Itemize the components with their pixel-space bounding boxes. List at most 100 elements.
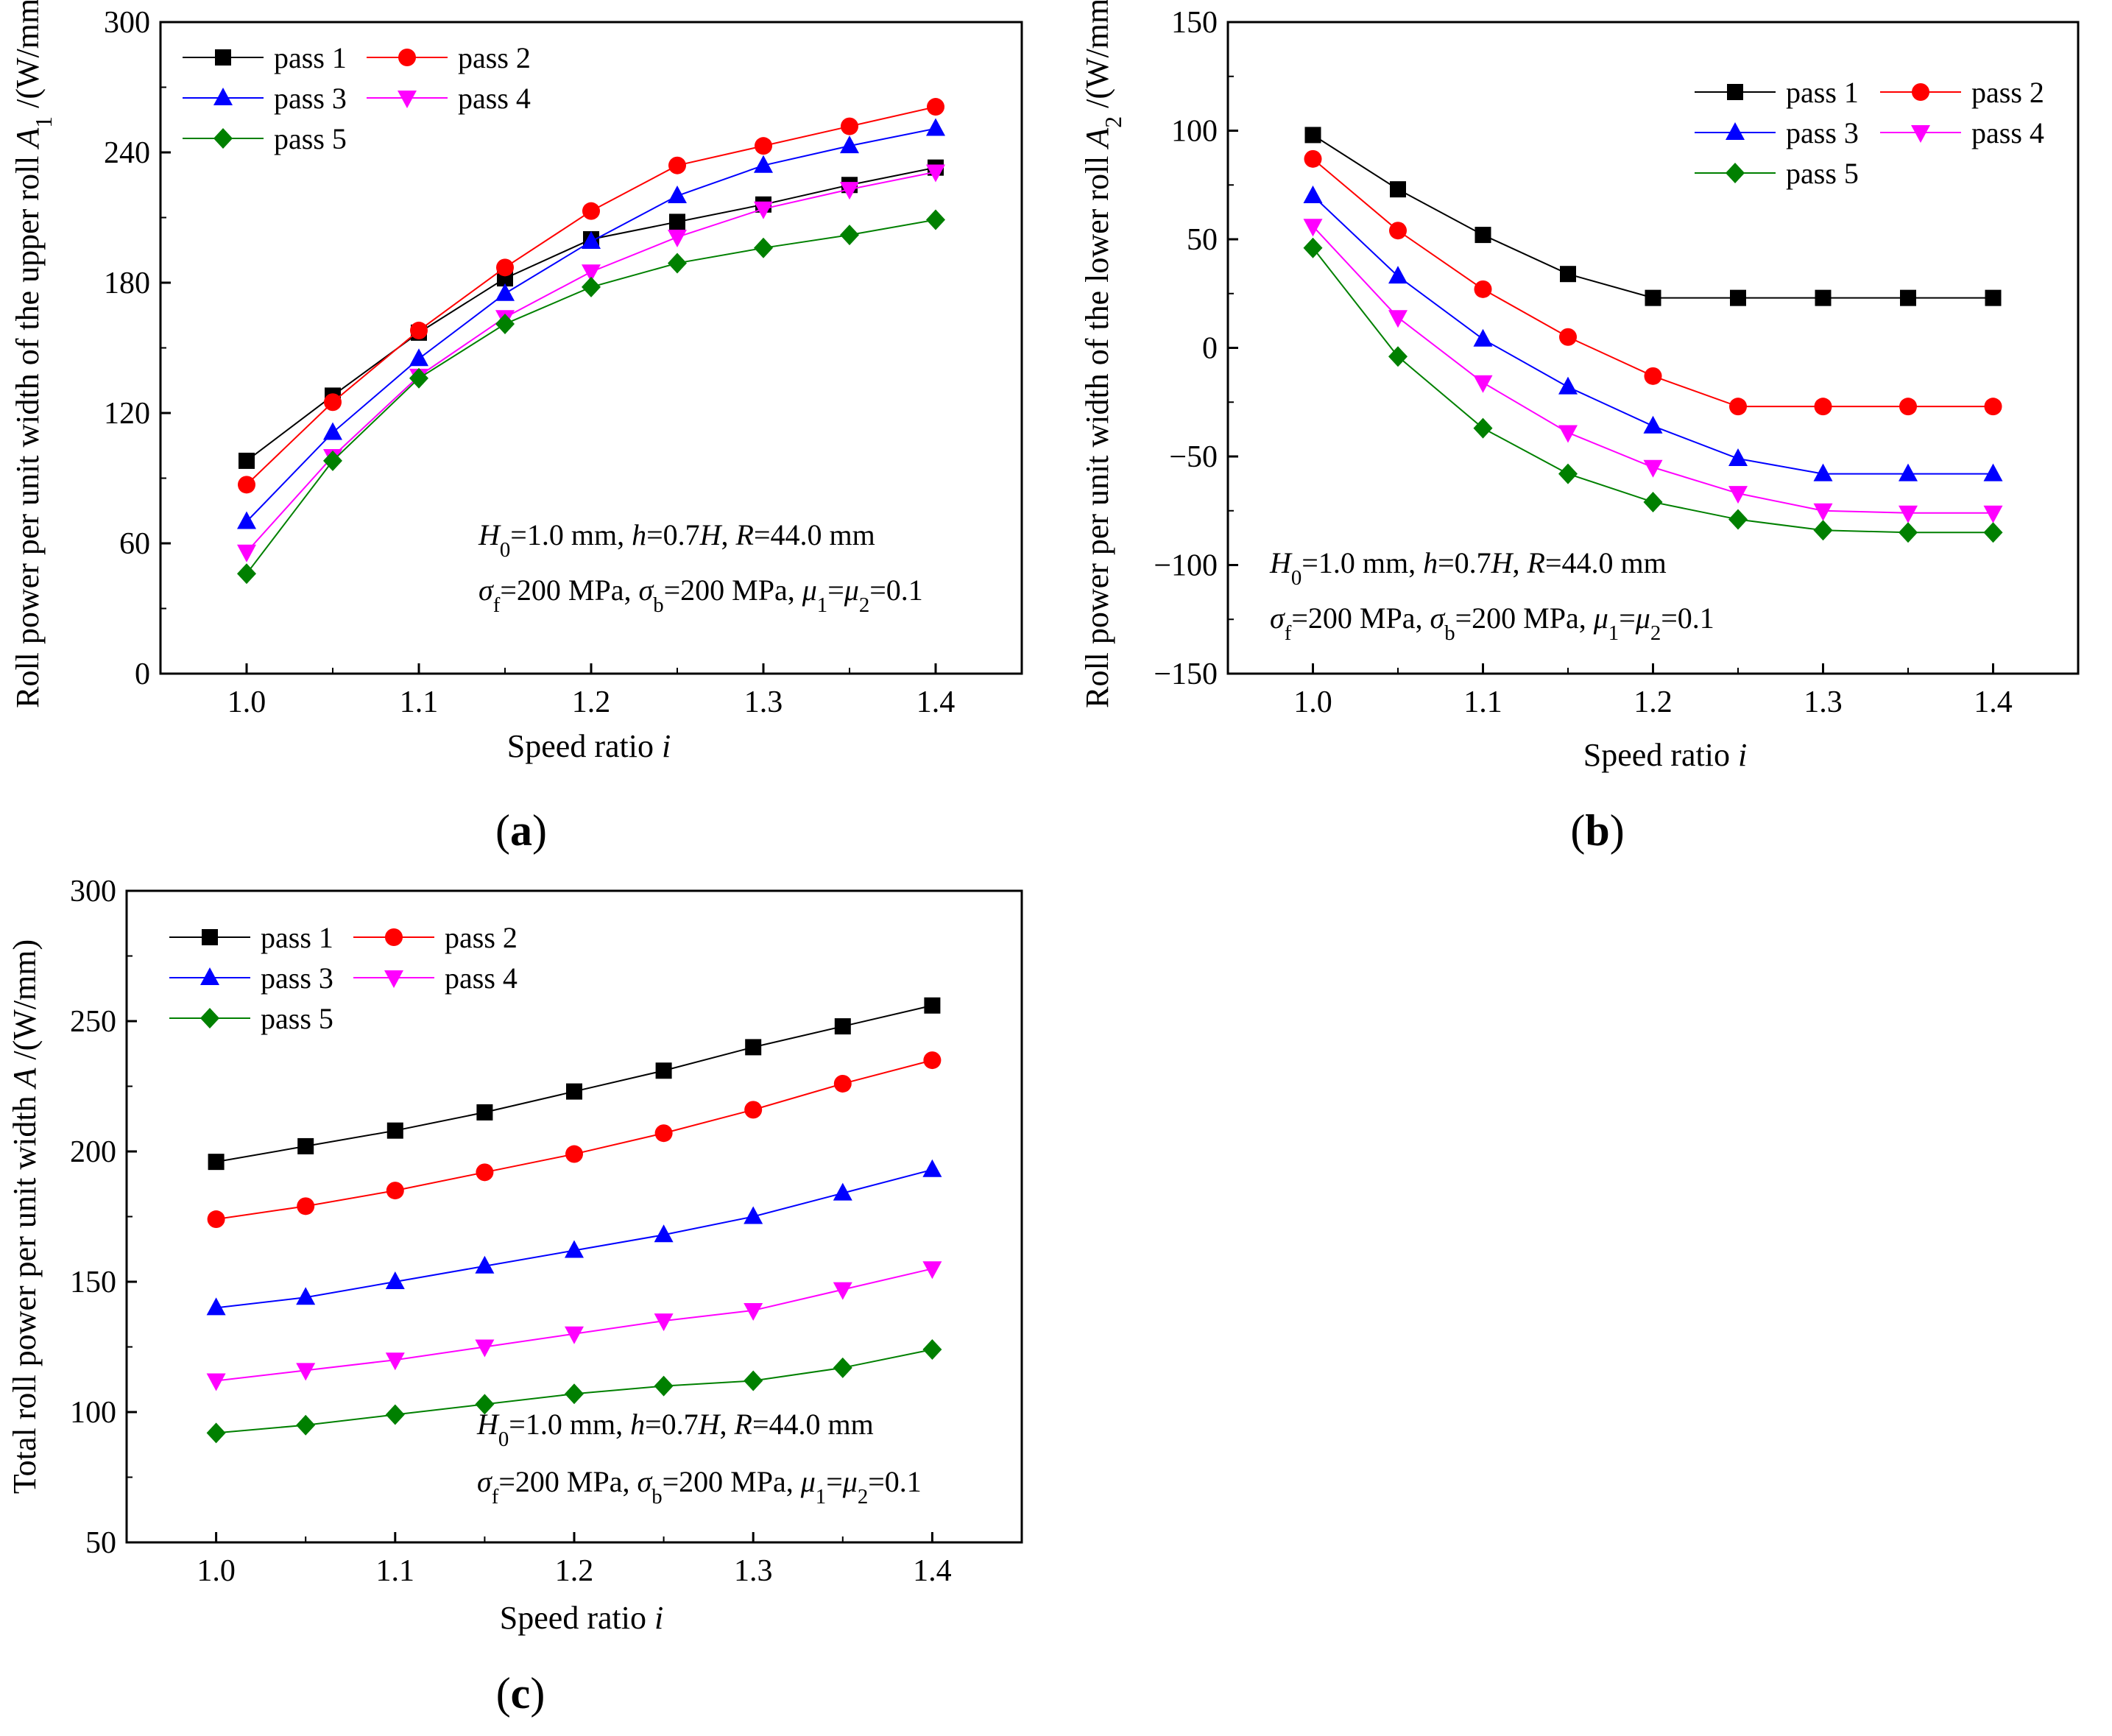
- legend-marker: [398, 49, 416, 66]
- data-point-pass-5: [1473, 417, 1493, 439]
- data-point-pass-1: [655, 1062, 672, 1079]
- annotation-line-1: H0=1.0 mm, h=0.7H, R=44.0 mm: [478, 518, 875, 562]
- panel-label: (b): [1570, 806, 1624, 855]
- legend-label: pass 4: [1971, 116, 2044, 149]
- data-point-pass-3: [385, 1271, 405, 1289]
- y-tick-label: 0: [1202, 332, 1218, 366]
- data-point-pass-2: [386, 1182, 404, 1200]
- data-point-pass-4: [582, 264, 601, 283]
- data-point-pass-4: [385, 1352, 405, 1371]
- data-point-pass-4: [296, 1363, 316, 1381]
- data-point-pass-2: [755, 137, 772, 155]
- data-point-pass-5: [296, 1414, 316, 1436]
- x-tick-label: 1.1: [376, 1554, 415, 1588]
- y-tick-label: 100: [70, 1396, 116, 1430]
- panel-label: (c): [496, 1669, 545, 1718]
- data-point-pass-3: [1813, 463, 1833, 481]
- y-tick-label: 300: [70, 875, 116, 908]
- data-point-pass-4: [1643, 459, 1663, 478]
- data-point-pass-2: [1984, 398, 2002, 416]
- panel-c-chart: 1.0 1.1 1.2 1.3 1.4 50 100 150 200 250 300 Speed ra…: [7, 875, 1023, 1718]
- x-tick-label: 1.4: [1974, 685, 2013, 719]
- legend-marker: [1726, 122, 1745, 140]
- data-point-pass-3: [1303, 186, 1323, 203]
- y-tick-label: 150: [1171, 6, 1218, 40]
- data-point-pass-5: [237, 563, 256, 585]
- annotation-line-1: H0=1.0 mm, h=0.7H, R=44.0 mm: [1269, 546, 1667, 590]
- data-point-pass-5: [1558, 463, 1578, 484]
- legend: pass 1 pass 2 pass 3 pass 4 pass 5: [183, 41, 531, 155]
- legend-marker: [215, 49, 231, 66]
- data-point-pass-5: [922, 1339, 942, 1361]
- data-point-pass-5: [495, 314, 515, 335]
- data-point-pass-3: [922, 1159, 942, 1177]
- data-point-pass-5: [744, 1370, 763, 1391]
- y-tick-label: 50: [1187, 223, 1218, 257]
- data-point-pass-4: [1303, 219, 1323, 237]
- data-point-pass-4: [565, 1326, 584, 1344]
- data-point-pass-5: [668, 253, 687, 274]
- data-point-pass-1: [1815, 289, 1832, 306]
- y-tick-label: 240: [104, 136, 150, 170]
- x-tick-label: 1.0: [1293, 685, 1332, 719]
- data-point-pass-1: [208, 1154, 225, 1171]
- annotation-line-2: σf=200 MPa, σb=200 MPa, μ1=μ2=0.1: [477, 1465, 922, 1509]
- data-point-pass-3: [754, 155, 773, 173]
- data-point-pass-1: [745, 1039, 762, 1056]
- data-point-pass-3: [668, 186, 687, 203]
- legend-marker: [1912, 83, 1929, 101]
- data-point-pass-1: [1304, 127, 1321, 144]
- data-point-pass-4: [1728, 486, 1748, 504]
- y-axis-label: Roll power per unit width of the upper r…: [10, 0, 57, 708]
- y-tick-label: 300: [104, 6, 150, 40]
- data-point-pass-3: [323, 422, 342, 440]
- data-point-pass-1: [1985, 289, 2002, 306]
- data-point-pass-2: [841, 117, 858, 135]
- data-point-pass-2: [582, 202, 600, 220]
- data-point-pass-4: [1558, 425, 1578, 443]
- legend-marker: [398, 91, 417, 108]
- legend-marker: [384, 970, 403, 988]
- legend-marker: [200, 967, 219, 985]
- legend-label: pass 1: [261, 921, 333, 954]
- y-tick-label: 50: [85, 1526, 116, 1560]
- data-point-pass-5: [1983, 522, 2003, 543]
- legend-label: pass 5: [274, 122, 347, 155]
- data-point-pass-1: [239, 452, 255, 469]
- legend-marker: [385, 928, 403, 946]
- legend-label: pass 2: [445, 921, 518, 954]
- data-point-pass-3: [1388, 266, 1408, 284]
- data-point-pass-1: [1645, 289, 1661, 306]
- data-point-pass-3: [582, 230, 601, 249]
- data-point-pass-4: [654, 1313, 674, 1332]
- x-tick-label: 1.3: [1804, 685, 1843, 719]
- data-point-pass-2: [297, 1197, 315, 1215]
- data-point-pass-4: [668, 230, 687, 248]
- y-tick-label: −150: [1154, 657, 1218, 691]
- data-point-pass-4: [754, 201, 773, 219]
- panel-label: (a): [495, 806, 547, 855]
- x-tick-label: 1.3: [734, 1554, 773, 1588]
- y-axis-label: Total roll power per unit width A /(W/mm…: [7, 939, 43, 1494]
- data-point-pass-2: [927, 98, 944, 116]
- annotation-line-2: σf=200 MPa, σb=200 MPa, μ1=μ2=0.1: [478, 574, 923, 617]
- legend-marker: [202, 929, 218, 945]
- legend-label: pass 4: [458, 82, 531, 115]
- y-tick-label: 150: [70, 1266, 116, 1299]
- data-point-pass-3: [409, 348, 428, 367]
- data-point-pass-4: [237, 544, 256, 562]
- data-point-pass-5: [833, 1357, 852, 1378]
- data-point-pass-2: [668, 156, 686, 174]
- data-point-pass-4: [840, 182, 859, 200]
- data-point-pass-3: [495, 283, 515, 301]
- y-tick-label: 250: [70, 1005, 116, 1039]
- y-tick-label: −50: [1169, 440, 1218, 474]
- data-point-pass-1: [1730, 289, 1746, 306]
- data-point-pass-2: [654, 1124, 673, 1143]
- data-point-pass-4: [1899, 505, 1918, 523]
- y-tick-label: −100: [1154, 549, 1218, 583]
- data-point-pass-1: [476, 1104, 493, 1121]
- x-tick-label: 1.2: [572, 685, 611, 719]
- legend-label: pass 2: [1971, 76, 2044, 109]
